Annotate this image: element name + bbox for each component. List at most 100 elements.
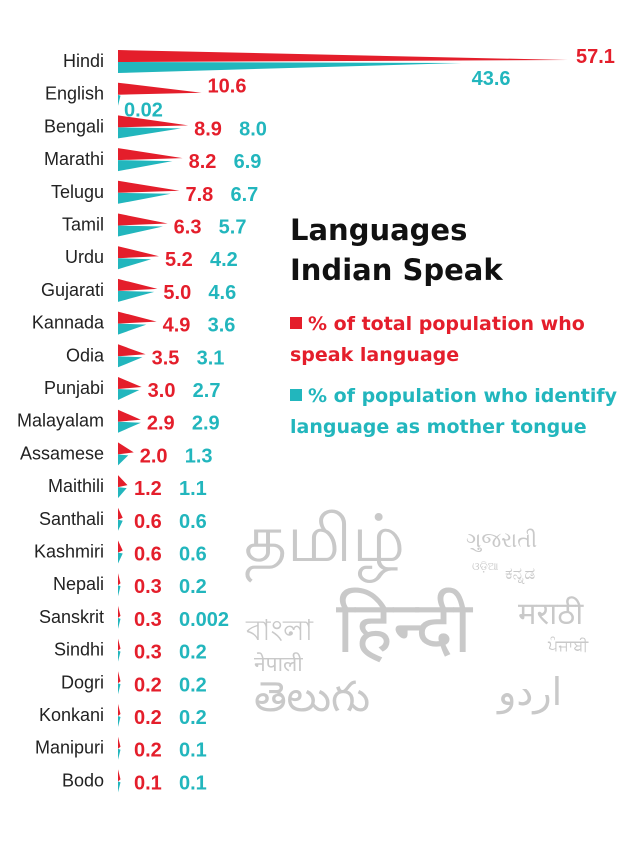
category-label-santhali: Santhali xyxy=(39,509,104,529)
value-red-dogri: 0.2 xyxy=(134,674,162,696)
bar-red-odia xyxy=(118,344,146,357)
value-teal-hindi: 43.6 xyxy=(472,68,511,90)
value-teal-nepali: 0.2 xyxy=(179,576,207,598)
bar-teal-bengali xyxy=(118,127,182,139)
watermark-hindi: हिन्दी xyxy=(336,585,473,669)
bar-red-bodo xyxy=(118,769,121,782)
category-label-hindi: Hindi xyxy=(63,51,104,71)
bar-teal-malayalam xyxy=(118,421,141,433)
legend-speakers: % of total population who speak language xyxy=(290,309,620,371)
value-red-manipuri: 0.2 xyxy=(134,740,162,762)
value-red-bengali: 8.9 xyxy=(194,118,222,140)
bar-teal-telugu xyxy=(118,192,171,204)
watermark-urdu: اردو xyxy=(498,670,563,714)
category-label-english: English xyxy=(45,84,104,104)
bar-teal-manipuri xyxy=(118,748,121,760)
value-teal-assamese: 1.3 xyxy=(185,445,213,467)
bar-teal-gujarati xyxy=(118,290,155,302)
value-red-sanskrit: 0.3 xyxy=(134,609,162,631)
value-teal-maithili: 1.1 xyxy=(179,478,207,500)
category-label-bodo: Bodo xyxy=(62,770,104,790)
legend-teal-label: % of population who identify language as… xyxy=(290,385,618,438)
watermark-kannada: ಕನ್ನಡ xyxy=(505,564,536,584)
category-label-maithili: Maithili xyxy=(48,476,104,496)
value-red-assamese: 2.0 xyxy=(140,445,168,467)
bar-red-maithili xyxy=(118,475,128,488)
bar-teal-maithili xyxy=(118,487,127,499)
value-teal-urdu: 4.2 xyxy=(210,249,238,271)
category-label-sanskrit: Sanskrit xyxy=(39,607,104,627)
value-red-kannada: 4.9 xyxy=(163,315,191,337)
bar-red-kashmiri xyxy=(118,540,123,553)
value-red-santhali: 0.6 xyxy=(134,511,162,533)
bar-red-kannada xyxy=(118,311,157,324)
watermark-gujarati: ગુજરાતી xyxy=(466,528,538,552)
value-red-urdu: 5.2 xyxy=(165,249,193,271)
bar-teal-sanskrit xyxy=(118,617,121,629)
value-red-kashmiri: 0.6 xyxy=(134,544,162,566)
watermark-tamil: தமிழ் xyxy=(244,500,406,577)
bar-teal-sindhi xyxy=(118,650,121,662)
category-label-urdu: Urdu xyxy=(65,247,104,267)
watermark-punjabi: ਪੰਜਾਬੀ xyxy=(548,636,589,655)
category-label-assamese: Assamese xyxy=(20,443,104,463)
value-teal-kashmiri: 0.6 xyxy=(179,544,207,566)
bar-red-bengali xyxy=(118,115,189,128)
value-red-punjabi: 3.0 xyxy=(148,380,176,402)
value-red-nepali: 0.3 xyxy=(134,576,162,598)
watermark-bangla: বাংলা xyxy=(246,613,314,647)
category-label-odia: Odia xyxy=(66,345,105,365)
bar-red-dogri xyxy=(118,671,121,684)
legend-mother-tongue: % of population who identify language as… xyxy=(290,381,620,443)
category-label-sindhi: Sindhi xyxy=(54,640,104,660)
category-label-malayalam: Malayalam xyxy=(17,411,104,431)
legend-red-label: % of total population who speak language xyxy=(290,313,585,366)
value-red-tamil: 6.3 xyxy=(174,217,202,239)
value-teal-bengali: 8.0 xyxy=(239,118,267,140)
category-label-telugu: Telugu xyxy=(51,182,104,202)
bar-red-marathi xyxy=(118,148,183,161)
title-line-1: Languages xyxy=(290,213,468,247)
legend-teal-swatch xyxy=(290,389,302,401)
bar-red-urdu xyxy=(118,246,159,259)
category-label-punjabi: Punjabi xyxy=(44,378,104,398)
bar-teal-marathi xyxy=(118,160,173,172)
bar-teal-konkani xyxy=(118,716,121,727)
value-red-konkani: 0.2 xyxy=(134,707,162,729)
value-teal-gujarati: 4.6 xyxy=(208,282,236,304)
bar-red-konkani xyxy=(118,704,121,716)
category-label-nepali: Nepali xyxy=(53,574,104,594)
bar-teal-odia xyxy=(118,356,143,368)
value-teal-english: 0.02 xyxy=(124,100,163,122)
bar-teal-tamil xyxy=(118,225,163,237)
bar-red-nepali xyxy=(118,573,121,586)
value-teal-santhali: 0.6 xyxy=(179,511,207,533)
watermark-nepali: नेपाली xyxy=(254,652,303,676)
chart-title: Languages Indian Speak xyxy=(290,210,620,290)
bar-teal-kashmiri xyxy=(118,552,123,564)
bar-teal-santhali xyxy=(118,519,123,531)
bar-red-manipuri xyxy=(118,736,121,749)
category-label-marathi: Marathi xyxy=(44,149,104,169)
bar-teal-dogri xyxy=(118,683,121,695)
category-label-konkani: Konkani xyxy=(39,705,104,725)
value-teal-malayalam: 2.9 xyxy=(192,413,220,435)
bar-teal-punjabi xyxy=(118,389,140,400)
category-label-manipuri: Manipuri xyxy=(35,738,104,758)
value-red-gujarati: 5.0 xyxy=(163,282,191,304)
category-label-kannada: Kannada xyxy=(32,313,105,333)
bar-teal-english xyxy=(118,94,121,106)
value-teal-marathi: 6.9 xyxy=(234,151,262,173)
title-line-2: Indian Speak xyxy=(290,253,503,287)
category-label-bengali: Bengali xyxy=(44,116,104,136)
value-teal-punjabi: 2.7 xyxy=(193,380,221,402)
value-red-bodo: 0.1 xyxy=(134,772,162,794)
bar-red-santhali xyxy=(118,507,123,520)
bar-teal-nepali xyxy=(118,585,121,597)
value-red-marathi: 8.2 xyxy=(189,151,217,173)
value-teal-odia: 3.1 xyxy=(197,347,225,369)
value-red-telugu: 7.8 xyxy=(185,184,213,206)
bar-teal-kannada xyxy=(118,323,147,335)
watermark-odia: ଓଡ଼ିଆ xyxy=(472,560,499,573)
